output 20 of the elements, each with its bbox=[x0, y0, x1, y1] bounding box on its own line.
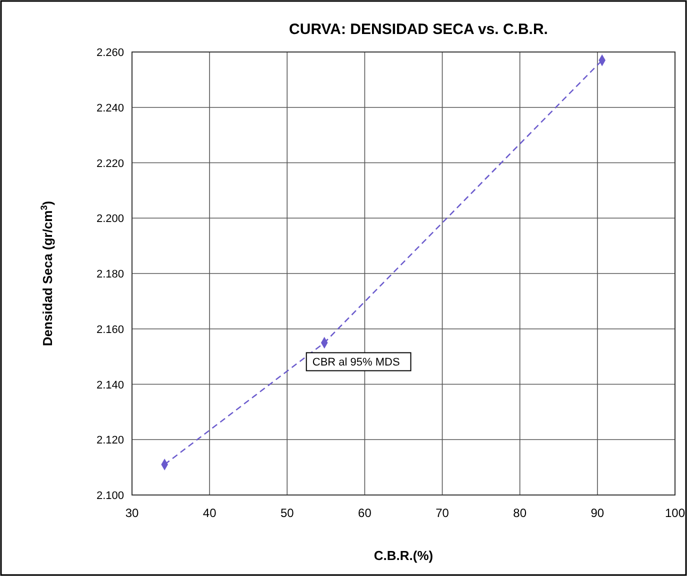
y-tick-label: 2.140 bbox=[96, 379, 124, 392]
chart-title: CURVA: DENSIDAD SECA vs. C.B.R. bbox=[289, 21, 548, 38]
x-tick-label: 30 bbox=[125, 506, 139, 520]
y-tick-label: 2.160 bbox=[96, 324, 124, 336]
x-tick-label: 80 bbox=[513, 506, 527, 520]
y-tick-label: 2.180 bbox=[96, 268, 124, 280]
annotation: CBR al 95% MDS bbox=[312, 356, 400, 369]
y-tick-label: 2.100 bbox=[96, 490, 124, 502]
x-tick-label: 40 bbox=[202, 506, 217, 520]
y-tick-label: 2.220 bbox=[96, 158, 124, 170]
y-tick-label: 2.120 bbox=[96, 434, 124, 447]
y-tick-label: 2.240 bbox=[96, 102, 124, 114]
x-tick-label: 50 bbox=[280, 506, 294, 520]
x-tick-label: 90 bbox=[590, 506, 604, 520]
x-axis-title: C.B.R.(%) bbox=[374, 548, 434, 563]
x-tick-label: 100 bbox=[664, 506, 686, 520]
y-tick-label: 2.200 bbox=[96, 213, 124, 226]
x-tick-label: 70 bbox=[436, 506, 450, 520]
x-tick-label: 60 bbox=[358, 506, 372, 520]
y-tick-label: 2.260 bbox=[96, 47, 124, 59]
